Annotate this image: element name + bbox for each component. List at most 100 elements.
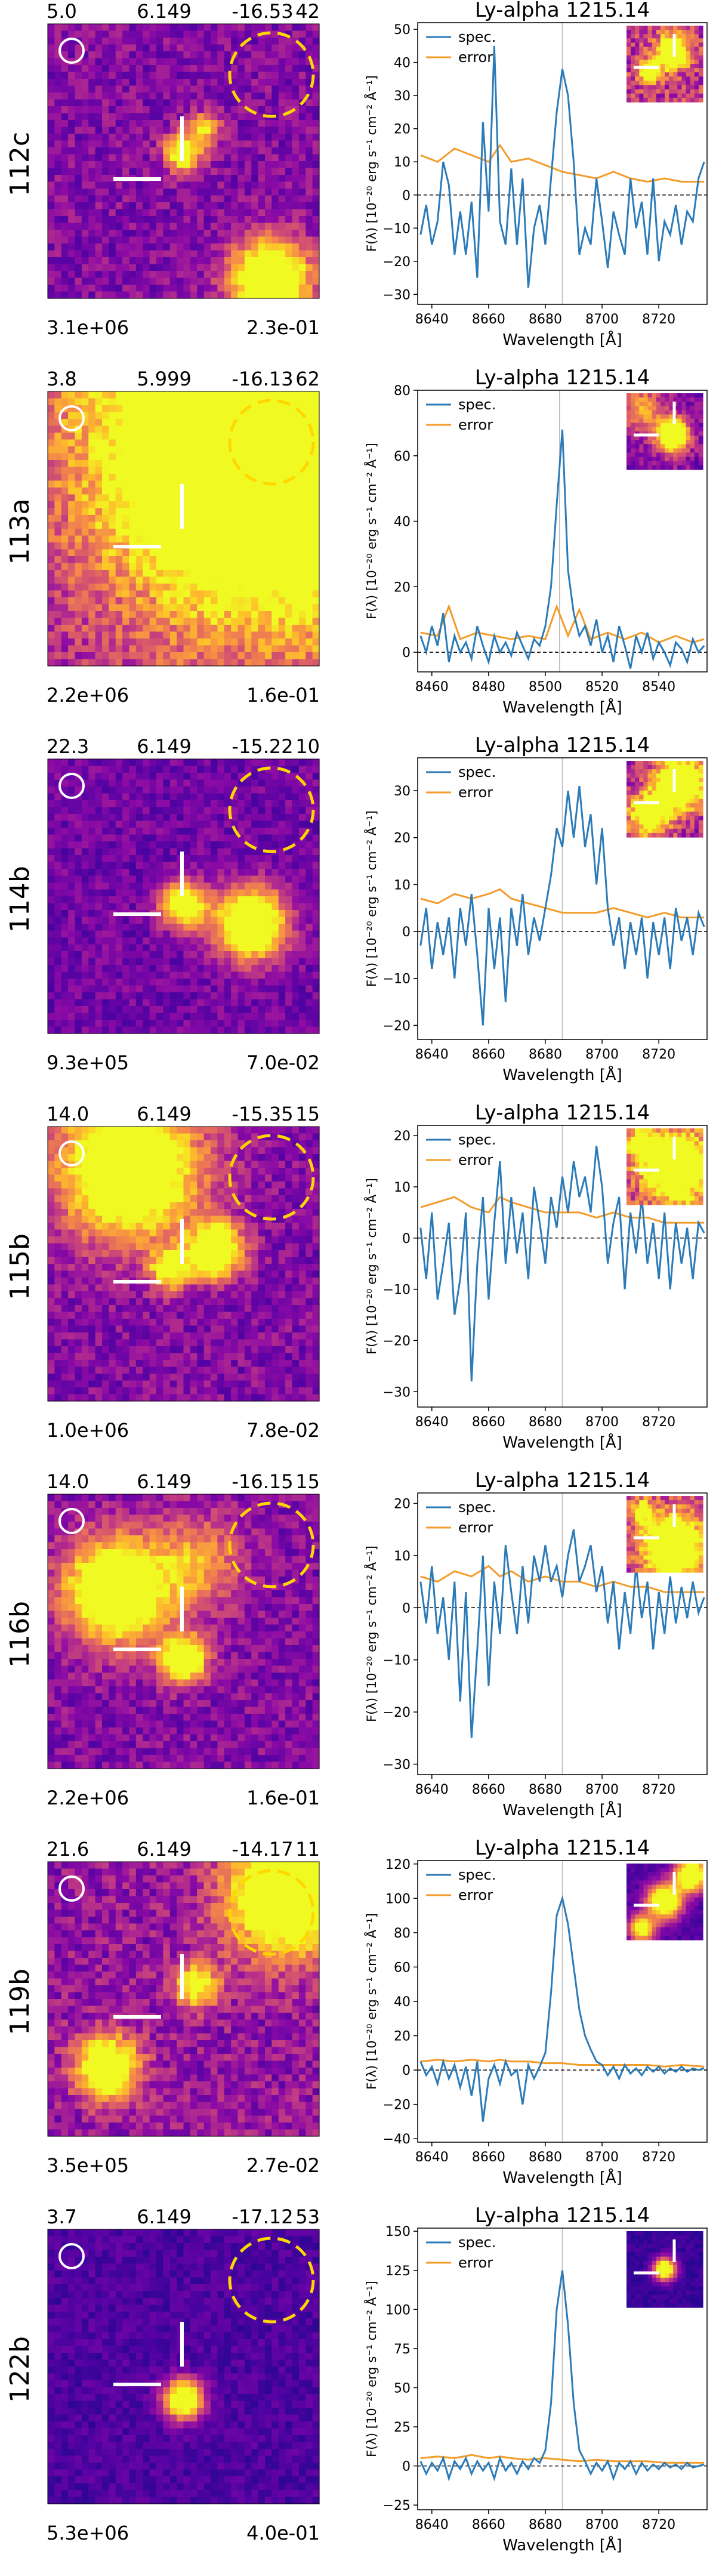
stamp-pixel [75, 515, 82, 523]
stamp-pixel [129, 889, 137, 897]
stamp-pixel [292, 175, 300, 183]
stamp-pixel [197, 501, 205, 509]
stamp-pixel [265, 488, 272, 495]
stamp-pixel [122, 223, 130, 230]
stamp-pixel [61, 264, 69, 272]
stamp-pixel [190, 425, 197, 433]
stamp-pixel [251, 147, 259, 155]
stamp-pixel [190, 924, 197, 931]
stamp-pixel [88, 257, 96, 265]
stamp-pixel [95, 216, 103, 224]
stamp-pixel [143, 766, 150, 773]
stamp-pixel [237, 460, 245, 468]
inset-pixel [690, 402, 695, 406]
inset-pixel [681, 427, 687, 432]
stamp-pixel [122, 446, 130, 454]
inset-pixel [669, 414, 674, 419]
stamp-pixel [265, 161, 272, 169]
stamp-pixel [135, 855, 143, 863]
stamp-pixel [312, 515, 320, 523]
stamp-pixel [109, 759, 116, 767]
stamp-pixel [224, 807, 232, 815]
stamp-pixel [48, 883, 55, 890]
stamp-pixel [156, 92, 163, 100]
stamp-pixel [231, 488, 239, 495]
stamp-pixel [115, 814, 123, 822]
stamp-pixel [95, 223, 103, 230]
stamp-pixel [81, 800, 89, 808]
stamp-pixel [217, 271, 225, 279]
stamp-pixel [197, 391, 205, 399]
stamp-pixel [102, 216, 109, 224]
inset-pixel [686, 76, 691, 82]
inset-pixel [673, 85, 678, 90]
stamp-pixel [163, 910, 171, 918]
stamp-pixel [149, 584, 157, 591]
stamp-pixel [88, 576, 96, 584]
stamp-pixel [258, 597, 266, 605]
stamp-pixel [81, 883, 89, 890]
stamp-pixel [156, 869, 163, 877]
stamp-pixel [75, 134, 82, 141]
stamp-pixel [109, 659, 116, 667]
stamp-pixel [190, 106, 197, 114]
stamp-pixel [183, 154, 191, 162]
stamp-pixel [224, 271, 232, 279]
stamp-pixel [95, 501, 103, 509]
stamp-pixel [61, 243, 69, 251]
inset-pixel [690, 444, 695, 449]
stamp-pixel [278, 834, 286, 842]
stamp-pixel [88, 216, 96, 224]
stamp-pixel [102, 467, 109, 474]
stamp-pixel [169, 168, 177, 175]
stamp-pixel [183, 889, 191, 897]
stamp-pixel [54, 291, 62, 299]
stamp-pixel [149, 834, 157, 842]
stamp-pixel [258, 92, 266, 100]
stamp-pixel [115, 412, 123, 419]
stamp-pixel [211, 759, 218, 767]
stamp-pixel [75, 271, 82, 279]
stamp-pixel [298, 535, 306, 543]
inset-pixel [660, 414, 665, 419]
stamp-pixel [271, 807, 279, 815]
stamp-pixel [258, 800, 266, 808]
stamp-pixel [54, 79, 62, 87]
stamp-pixel [95, 862, 103, 869]
stamp-pixel [135, 92, 143, 100]
stamp-pixel [265, 474, 272, 482]
inset-pixel [669, 55, 674, 60]
stamp-pixel [251, 501, 259, 509]
stamp-pixel [102, 645, 109, 653]
stamp-pixel [265, 814, 272, 822]
panel-112c: 5.0 6.149 -16.53 42 3.1e+06 2.3e-01 112c 8640 86… [0, 0, 716, 368]
stamp-pixel [271, 154, 279, 162]
stamp-pixel [251, 230, 259, 237]
stamp-pixel [211, 51, 218, 59]
stamp-pixel [312, 38, 320, 45]
stamp-pixel [95, 181, 103, 189]
stamp-pixel [217, 189, 225, 196]
stamp-pixel [115, 216, 123, 224]
stamp-pixel [75, 140, 82, 148]
stamp-pixel [169, 590, 177, 598]
stamp-pixel [95, 202, 103, 210]
stamp-pixel [224, 501, 232, 509]
stamp-pixel [298, 529, 306, 536]
stamp-pixel [109, 917, 116, 924]
stamp-pixel [251, 467, 259, 474]
stamp-pixel [278, 236, 286, 244]
stamp-pixel [163, 419, 171, 427]
inset-pixel [665, 85, 669, 90]
stamp-pixel [285, 862, 293, 869]
stamp-pixel [68, 917, 76, 924]
stamp-pixel [88, 291, 96, 299]
stamp-pixel [122, 645, 130, 653]
inset-pixel [677, 444, 683, 449]
stamp-pixel [129, 419, 137, 427]
inset-pixel [690, 456, 695, 462]
stamp-pixel [54, 576, 62, 584]
stamp-pixel [244, 65, 252, 73]
y-tick-label: 40 [394, 515, 411, 530]
stamp-pixel [169, 659, 177, 667]
